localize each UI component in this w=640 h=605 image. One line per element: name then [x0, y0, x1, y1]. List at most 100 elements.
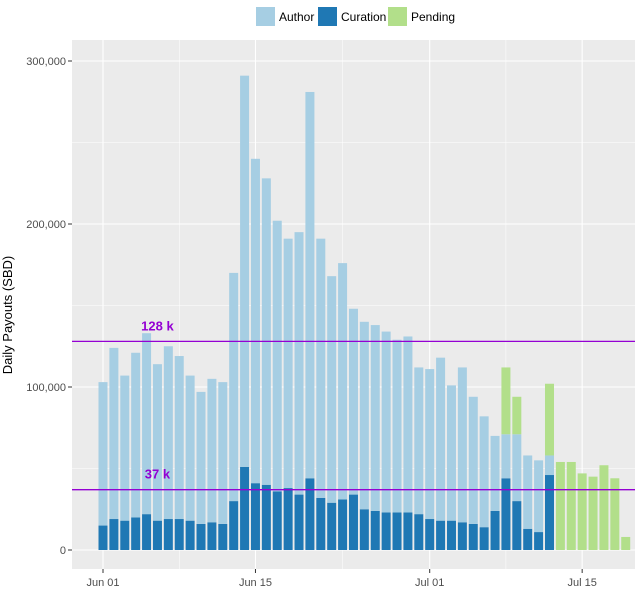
bar-pending — [555, 461, 565, 550]
bar-author — [414, 367, 424, 515]
bar-author — [381, 331, 391, 513]
bar-author — [534, 460, 544, 533]
reference-lines: 128 k 37 k — [72, 318, 635, 491]
bar-curation — [250, 483, 260, 550]
y-tick-label: 100,000 — [26, 382, 66, 394]
bar-curation — [283, 488, 293, 550]
y-tick-label: 0 — [60, 545, 66, 557]
legend-label-pending: Pending — [411, 10, 455, 24]
bar-author — [207, 378, 217, 523]
bar-author — [327, 276, 337, 503]
legend-swatch-pending — [388, 7, 407, 26]
bar-curation — [327, 502, 337, 550]
bar-author — [523, 455, 533, 529]
bar-author — [512, 434, 522, 502]
bar-curation — [436, 520, 446, 550]
bar-curation — [109, 519, 119, 550]
chart-legend: Author Curation Pending — [256, 7, 455, 26]
bar-author — [120, 375, 130, 521]
bar-author — [359, 321, 369, 510]
x-axis: Jun 01 Jun 15 Jul 01 Jul 15 — [86, 569, 597, 589]
legend-swatch-curation — [318, 7, 337, 26]
bar-author — [305, 91, 315, 479]
bar-pending — [599, 465, 609, 550]
bar-author — [479, 416, 489, 528]
bar-author — [240, 75, 250, 467]
bar-curation — [534, 532, 544, 550]
x-tick-label: Jun 01 — [86, 577, 119, 589]
bar-curation — [490, 510, 500, 550]
x-tick-label: Jul 01 — [415, 577, 444, 589]
y-axis-title: Daily Payouts (SBD) — [0, 256, 15, 374]
bar-author — [490, 435, 500, 511]
bar-curation — [294, 494, 304, 550]
bar-author — [250, 158, 260, 484]
bar-author — [501, 434, 511, 479]
bar-curation — [479, 527, 489, 550]
bar-curation — [207, 522, 217, 550]
bar-author — [338, 263, 348, 500]
bar-curation — [381, 512, 391, 550]
bar-curation — [338, 499, 348, 550]
bar-author — [392, 339, 402, 513]
bar-curation — [316, 497, 326, 550]
bar-curation — [359, 509, 369, 550]
bar-author — [468, 396, 478, 524]
bar-curation — [414, 514, 424, 550]
bar-author — [131, 352, 141, 518]
bar-pending — [621, 536, 631, 550]
bar-author — [174, 356, 184, 520]
bar-curation — [348, 494, 358, 550]
bar-curation — [218, 523, 228, 550]
reference-line-label: 37 k — [145, 467, 171, 482]
legend-swatch-author — [256, 7, 275, 26]
bar-author — [261, 178, 271, 485]
bar-curation — [392, 512, 402, 550]
bar-curation — [403, 512, 413, 550]
bar-author — [316, 238, 326, 498]
bar-author — [436, 357, 446, 521]
bar-curation — [240, 466, 250, 550]
bar-pending — [544, 383, 554, 456]
bar-pending — [566, 461, 576, 550]
legend-label-author: Author — [279, 10, 314, 24]
bar-curation — [501, 478, 511, 550]
bar-author — [229, 272, 239, 502]
bar-curation — [98, 525, 108, 550]
bars — [98, 75, 631, 550]
bar-author — [152, 364, 162, 521]
x-tick-label: Jun 15 — [239, 577, 272, 589]
x-tick-label: Jul 15 — [567, 577, 596, 589]
bar-author — [142, 333, 152, 515]
y-tick-label: 200,000 — [26, 219, 66, 231]
bar-author — [163, 346, 173, 520]
bar-curation — [131, 517, 141, 550]
bar-curation — [523, 528, 533, 550]
bar-author — [185, 375, 195, 521]
bar-pending — [512, 396, 522, 435]
y-tick-label: 300,000 — [26, 56, 66, 68]
bar-pending — [610, 478, 620, 550]
bar-author — [283, 238, 293, 489]
bar-curation — [185, 520, 195, 550]
reference-line-label: 128 k — [141, 318, 174, 333]
bar-author — [544, 455, 554, 476]
bar-author — [446, 385, 456, 521]
bar-author — [294, 232, 304, 495]
bar-curation — [468, 523, 478, 550]
bar-curation — [457, 522, 467, 550]
bar-curation — [142, 514, 152, 550]
bar-pending — [588, 476, 598, 550]
bar-author — [109, 347, 119, 520]
bar-curation — [196, 523, 206, 550]
bar-curation — [272, 491, 282, 550]
bar-author — [370, 325, 380, 511]
bar-curation — [446, 520, 456, 550]
bar-curation — [261, 484, 271, 550]
bar-curation — [425, 519, 435, 550]
bar-curation — [512, 501, 522, 550]
bar-author — [403, 336, 413, 513]
bar-author — [425, 369, 435, 520]
bar-curation — [544, 475, 554, 550]
